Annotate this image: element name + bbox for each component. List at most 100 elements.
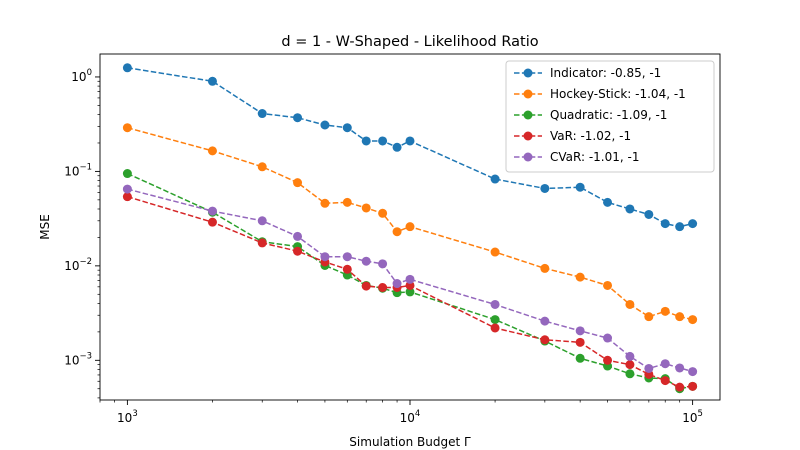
data-point [625,360,635,370]
data-point [122,63,132,73]
data-point [320,198,330,208]
y-axis: 10−3 10−2 10−1 100 [64,68,100,399]
data-point [688,367,698,377]
data-point [675,222,685,232]
data-point [207,217,217,227]
data-point [378,283,388,292]
legend-label: Quadratic: -1.09, -1 [550,108,667,122]
data-point [378,136,388,146]
data-point [293,178,303,188]
data-point [405,274,415,284]
legend-box [505,60,715,173]
legend-entry: CVaR: -1.01, -1 [514,150,639,164]
data-point [688,219,698,229]
data-point [625,369,635,379]
data-point [490,299,500,309]
data-point [540,263,550,273]
data-point [644,363,654,373]
data-point [490,323,500,333]
data-point [644,312,654,322]
data-point [603,197,613,207]
legend: Indicator: -0.85, -1 Hockey-Stick: -1.04,… [505,60,715,173]
data-point [293,231,303,241]
data-point [122,192,132,202]
data-point [540,183,550,193]
data-point [207,76,217,86]
legend-marker [523,110,533,120]
chart-title: d = 1 - W-Shaped - Likelihood Ratio [281,34,538,50]
data-point [320,252,330,262]
data-point [575,337,585,347]
data-point [490,174,500,184]
data-point [378,259,388,269]
data-point [293,113,303,123]
y-tick-label: 10−3 [64,351,92,367]
data-point [675,363,685,373]
data-point [392,142,402,152]
legend-label: VaR: -1.02, -1 [550,129,631,143]
plot-area [122,63,698,394]
data-point [361,203,371,213]
series-0 [122,63,698,232]
legend-label: Indicator: -0.85, -1 [550,66,661,80]
data-point [342,123,352,133]
data-point [405,287,415,297]
data-point [575,353,585,363]
data-point [490,247,500,257]
data-point [207,146,217,156]
data-point [392,227,402,237]
data-point [603,333,613,343]
data-point [660,359,670,369]
data-point [342,252,352,262]
series-4 [122,184,698,377]
data-point [122,169,132,179]
data-point [392,279,402,289]
y-axis-label: MSE [38,214,52,240]
data-point [625,204,635,214]
data-point [688,315,698,325]
data-point [342,264,352,274]
data-point [603,355,613,365]
legend-entry: Quadratic: -1.09, -1 [514,108,667,122]
data-point [688,381,698,391]
y-tick-label: 10−2 [64,257,92,273]
data-point [675,382,685,392]
data-point [320,120,330,130]
data-point [644,209,654,219]
data-point [207,206,217,216]
data-point [675,312,685,322]
data-point [540,335,550,345]
data-point [257,109,267,119]
data-point [575,326,585,336]
data-point [540,316,550,326]
data-point [660,306,670,316]
data-point [603,280,613,290]
data-point [122,123,132,133]
y-tick-label: 100 [71,68,92,84]
series-3 [122,192,698,392]
legend-entry: VaR: -1.02, -1 [514,129,631,143]
legend-label: CVaR: -1.01, -1 [550,150,639,164]
data-point [660,219,670,229]
x-tick-label: 105 [682,409,703,425]
data-point [625,351,635,361]
data-point [293,246,303,256]
data-point [625,299,635,309]
legend-entry: Hockey-Stick: -1.04, -1 [514,87,686,101]
x-tick-label: 103 [117,409,138,425]
legend-marker [523,68,533,78]
series-1 [122,123,698,325]
legend-label: Hockey-Stick: -1.04, -1 [550,87,686,101]
data-point [361,256,371,266]
data-point [361,136,371,146]
data-point [257,238,267,248]
data-point [575,272,585,282]
legend-marker [523,152,533,162]
data-point [660,376,670,386]
data-point [257,162,267,172]
data-point [361,281,371,291]
x-axis: 103 104 105 [99,400,703,425]
y-tick-label: 10−1 [64,162,92,178]
data-point [405,136,415,146]
